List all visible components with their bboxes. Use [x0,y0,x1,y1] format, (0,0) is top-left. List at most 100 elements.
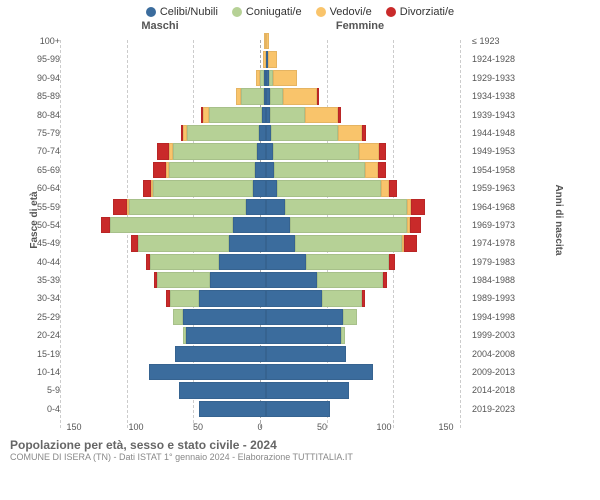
bar-segment [149,364,266,380]
birth-label: 1934-1938 [466,87,542,105]
age-label: 75-79 [0,124,66,142]
bar-segment [268,51,277,67]
pyramid-row: 55-591964-1968 [0,198,600,216]
bar-segment [179,382,266,398]
bar-segment [359,143,379,159]
bar-segment [343,309,356,325]
chart-container: Maschi Femmine 100+≤ 192395-991924-19289… [0,20,600,432]
birth-label: 1959-1963 [466,179,542,197]
bar-segment [150,254,219,270]
birth-label: 1979-1983 [466,253,542,271]
age-label: 70-74 [0,142,66,160]
birth-label: 1994-1998 [466,308,542,326]
pyramid-row: 10-142009-2013 [0,363,600,381]
pyramid-row: 40-44 1979-1983 [0,253,600,271]
bar-segment [266,272,317,288]
age-label: 35-39 [0,271,66,289]
age-label: 40-44 [0,253,66,271]
bar-segment [153,180,253,196]
bar-segment [157,143,169,159]
female-bars [266,162,466,178]
pyramid-row: 0-4 2019-2023 [0,400,600,418]
birth-label: 1929-1933 [466,69,542,87]
female-bars [266,33,466,49]
legend-swatch [232,7,242,17]
x-tick: 150 [60,422,88,432]
age-label: 85-89 [0,87,66,105]
male-bars [66,364,266,380]
bar-segment [175,346,266,362]
bar-segment [246,199,266,215]
bar-segment [266,33,269,49]
female-bars [266,272,466,288]
female-bars [266,364,466,380]
chart-subtitle: COMUNE DI ISERA (TN) - Dati ISTAT 1° gen… [10,452,590,462]
bar-segment [270,107,305,123]
chart-title: Popolazione per età, sesso e stato civil… [10,438,590,452]
pyramid-row: 100+≤ 1923 [0,32,600,50]
bar-segment [129,199,246,215]
pyramid-row: 85-89 1934-1938 [0,87,600,105]
bar-segment [411,199,424,215]
x-tick: 100 [122,422,150,432]
pyramid-row: 90-941929-1933 [0,69,600,87]
bar-segment [266,143,273,159]
pyramid-row: 5-92014-2018 [0,381,600,399]
legend-label: Vedovi/e [330,6,372,18]
female-bars [266,199,466,215]
bar-segment [266,199,285,215]
female-bars [266,346,466,362]
birth-label: 1974-1978 [466,234,542,252]
age-label: 100+ [0,32,66,50]
legend-item: Divorziati/e [386,6,454,18]
pyramid-row: 80-841939-1943 [0,106,600,124]
age-label: 0-4 [0,400,66,418]
bar-segment [266,290,322,306]
y-axis-title-right: Anni di nascita [553,184,564,255]
bar-segment [233,217,266,233]
age-label: 10-14 [0,363,66,381]
legend-swatch [146,7,156,17]
bar-segment [338,125,362,141]
bar-segment [285,199,408,215]
male-bars [66,217,266,233]
female-bars [266,309,466,325]
bar-segment [266,364,373,380]
female-bars [266,235,466,251]
male-bars [66,309,266,325]
male-bars [66,143,266,159]
pyramid-row: 50-541969-1973 [0,216,600,234]
pyramid-row: 45-491974-1978 [0,234,600,252]
bar-segment [257,143,266,159]
male-bars [66,88,266,104]
bar-segment [271,125,338,141]
bar-segment [131,235,138,251]
birth-label: 2019-2023 [466,400,542,418]
bar-segment [266,382,349,398]
y-axis-title-left: Fasce di età [29,191,40,248]
bar-segment [241,88,264,104]
bar-segment [266,309,343,325]
male-bars [66,107,266,123]
bar-segment [266,217,290,233]
male-bars [66,346,266,362]
legend-swatch [316,7,326,17]
bar-segment [253,180,266,196]
bar-segment [101,217,110,233]
birth-label: 1999-2003 [466,326,542,344]
age-label: 5-9 [0,381,66,399]
x-tick: 100 [370,422,398,432]
pyramid-row: 70-741949-1953 [0,142,600,160]
legend-item: Vedovi/e [316,6,372,18]
bar-segment [219,254,266,270]
male-bars [66,290,266,306]
bar-segment [153,162,166,178]
bar-segment [173,309,184,325]
x-tick: 0 [246,422,274,432]
bar-segment [183,309,266,325]
bar-segment [110,217,233,233]
pyramid-row: 60-641959-1963 [0,179,600,197]
bar-segment [273,70,297,86]
bar-segment [274,162,365,178]
bar-segment [322,290,362,306]
